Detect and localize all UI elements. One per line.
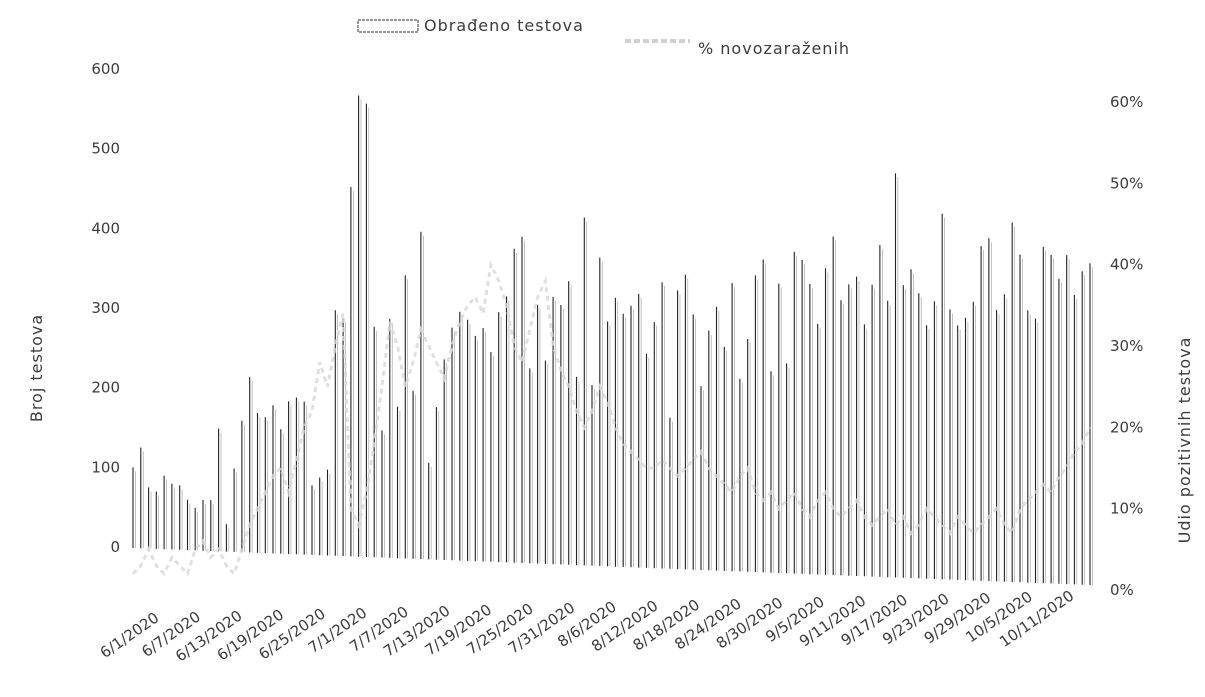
legend-label-tests: Obrađeno testova <box>424 16 584 35</box>
positive-share-polyline <box>131 259 1092 577</box>
y-right-tick-label: 40% <box>1110 256 1143 274</box>
y-right-tick-label: 20% <box>1110 418 1143 436</box>
y-left-tick-label: 400 <box>91 219 120 237</box>
y-left-tick-label: 200 <box>91 379 120 397</box>
y-right-tick-label: 10% <box>1110 500 1143 518</box>
y-right-tick-label: 0% <box>1110 581 1134 599</box>
y-right-tick-label: 50% <box>1110 174 1143 192</box>
y-right-tick-label: 30% <box>1110 337 1143 355</box>
legend-swatch-tests <box>357 19 419 33</box>
x-tick-labels: 6/1/20206/7/20206/13/20206/19/20206/25/2… <box>97 587 1078 666</box>
y-left-tick-label: 600 <box>91 60 120 78</box>
bars <box>132 95 1093 585</box>
y-left-tick-label: 300 <box>91 299 120 317</box>
y-right-tick-labels: 0% 10% 20% 30% 40% 50% 60% <box>1110 93 1143 599</box>
legend: Obrađeno testova % novozaraženih <box>357 16 850 58</box>
y-left-axis-title: Broj testova <box>27 314 46 422</box>
positive-share-line <box>131 259 1092 577</box>
y-right-tick-label: 60% <box>1110 93 1143 111</box>
y-left-tick-label: 500 <box>91 140 120 158</box>
y-right-axis-title: Udio pozitivnih testova <box>1175 337 1194 544</box>
y-left-tick-label: 100 <box>91 458 120 476</box>
y-left-tick-label: 0 <box>110 538 120 556</box>
y-left-tick-labels: 0 100 200 300 400 500 600 <box>91 60 120 556</box>
legend-label-positive: % novozaraženih <box>698 39 850 58</box>
